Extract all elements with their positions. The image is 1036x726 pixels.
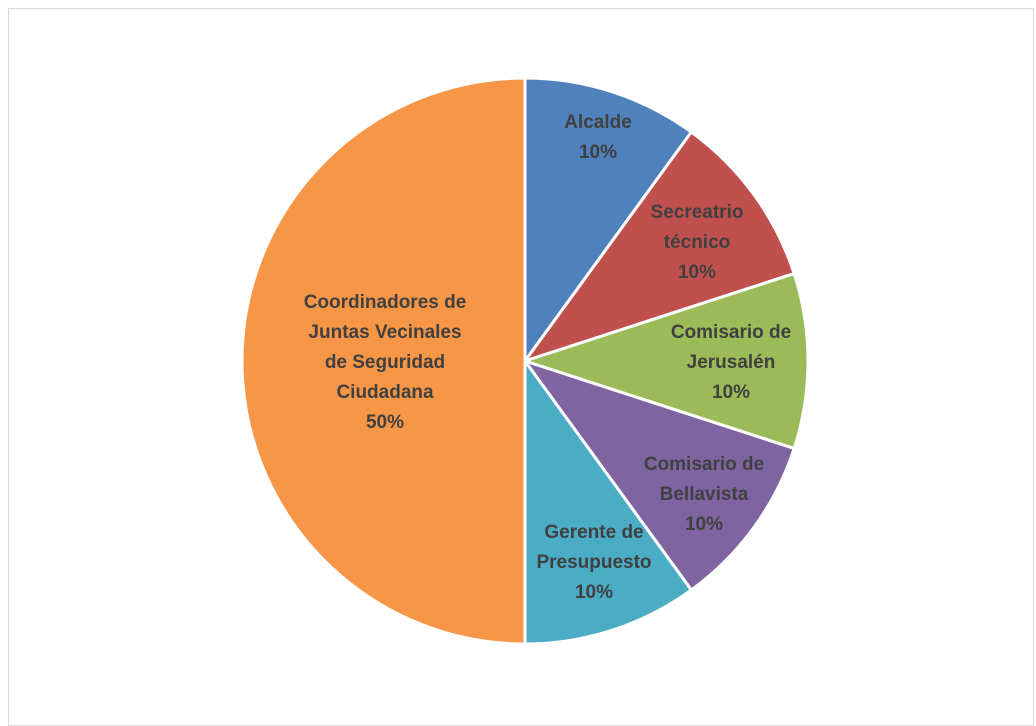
slice-percent: 10% [579,142,617,163]
pie-slice [523,76,694,366]
slice-label-line: Presupuesto [536,552,651,573]
slice-label-line: Jerusalén [687,352,776,373]
slice-label-line: Ciudadana [336,382,434,403]
slice-label: Gerente de Presupuesto 10% [536,522,651,603]
slice-percent: 10% [685,514,723,535]
slice-percent: 10% [678,262,716,283]
pie-labels: Alcalde 10%Secreatrio técnico 10%Comisario … [304,112,791,603]
pie-slices [240,76,810,646]
slice-label-line: Juntas Vecinales [308,322,461,343]
pie-slice [240,76,527,646]
slice-label-line: Gerente de [544,522,643,543]
slice-label-line: Bellavista [660,484,749,505]
slice-label-line: de Seguridad [325,352,445,373]
slice-label-line: Comisario de [671,322,791,343]
pie-slice [523,356,694,646]
slice-percent: 10% [712,382,750,403]
slice-percent: 50% [366,412,404,433]
slice-label-line: Comisario de [644,454,764,475]
slice-label-line: Coordinadores de [304,292,467,313]
slice-label: Alcalde 10% [564,112,632,163]
slice-percent: 10% [575,582,613,603]
slice-label: Comisario de Jerusalén 10% [671,322,791,403]
slice-label-line: Alcalde [564,112,632,133]
pie-slice [521,358,797,593]
pie-slice [520,271,810,451]
slice-label-line: técnico [664,232,731,253]
slice-label: Secreatrio técnico 10% [651,202,744,283]
pie-slice [521,129,797,364]
slice-label: Coordinadores de Juntas Vecinales de Segur… [304,292,467,433]
slice-label: Comisario de Bellavista 10% [644,454,764,535]
slice-label-line: Secreatrio [651,202,744,223]
